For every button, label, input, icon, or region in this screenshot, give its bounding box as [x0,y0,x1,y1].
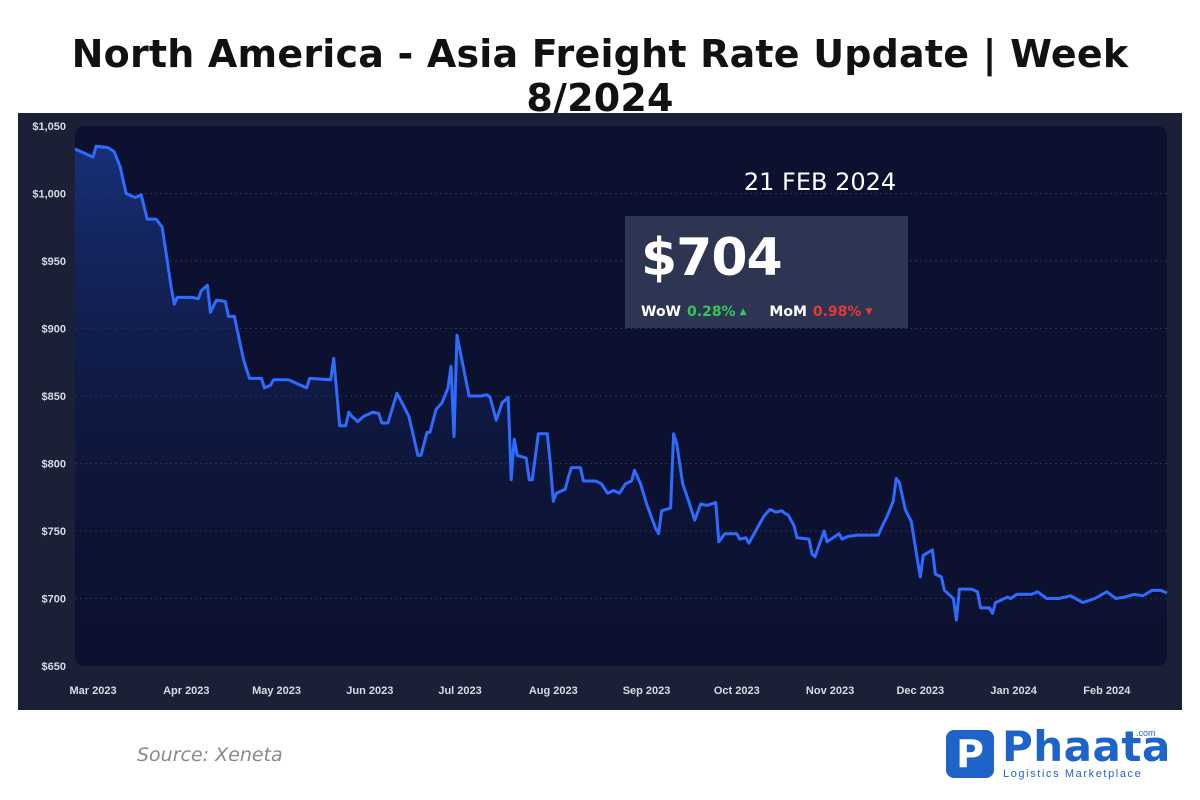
arrow-up-icon: ▲ [739,307,747,317]
y-tick-label: $650 [42,661,66,673]
y-tick-label: $750 [42,526,66,538]
x-tick-label: Jul 2023 [438,685,481,697]
x-tick-label: Aug 2023 [529,685,578,697]
source-note: Source: Xeneta [137,744,283,766]
y-tick-label: $700 [42,594,66,606]
series-line[interactable] [74,144,1168,622]
x-tick-label: Dec 2023 [896,685,944,697]
x-tick-label: Feb 2024 [1083,685,1131,697]
y-tick-label: $1,000 [32,189,66,201]
line-chart[interactable]: $650 $700 $750 $800 $850 $900 $950 $1,000 $1,050… [18,113,1182,710]
logo-name: Phaata [1002,722,1171,771]
x-tick-label: Sep 2023 [623,685,671,697]
x-tick-label: Nov 2023 [806,685,854,697]
brand-logo[interactable]: P Phaata .com Logistics Marketplace [946,722,1170,784]
logo-badge-icon: P [946,730,994,778]
x-tick-label: Oct 2023 [714,685,760,697]
x-tick-label: Jan 2024 [990,685,1037,697]
x-tick-label: Mar 2023 [70,685,117,697]
rate-change-stats: WoW 0.28% ▲ MoM 0.98% ▼ [641,304,872,320]
wow-label: WoW [641,304,682,320]
y-tick-label: $950 [42,256,66,268]
chart-panel: $650 $700 $750 $800 $850 $900 $950 $1,000 $1,050… [18,113,1182,710]
logo-domain: .com [1136,728,1156,738]
y-tick-label: $800 [42,459,66,471]
y-tick-label: $850 [42,391,66,403]
y-tick-label: $1,050 [32,121,66,133]
mom-value: 0.98% [812,304,862,320]
wow-value: 0.28% [687,304,736,320]
x-tick-label: Apr 2023 [163,685,209,697]
x-tick-label: Jun 2023 [346,685,393,697]
area-fill [75,146,1167,667]
page-title: North America - Asia Freight Rate Update… [71,32,1129,120]
logo-tagline: Logistics Marketplace [1003,768,1143,780]
x-tick-label: May 2023 [252,685,301,697]
arrow-down-icon: ▼ [865,307,873,317]
x-axis: Mar 2023 Apr 2023 May 2023 Jun 2023 Jul 2023… [70,685,1132,697]
rate-callout: $704 WoW 0.28% ▲ MoM 0.98% ▼ [625,216,908,328]
y-axis: $650 $700 $750 $800 $850 $900 $950 $1,000 $1,050 [32,121,66,673]
y-tick-label: $900 [42,324,66,336]
mom-label: MoM [769,304,807,320]
current-rate-value: $704 [641,228,783,288]
callout-date: 21 FEB 2024 [743,168,897,196]
